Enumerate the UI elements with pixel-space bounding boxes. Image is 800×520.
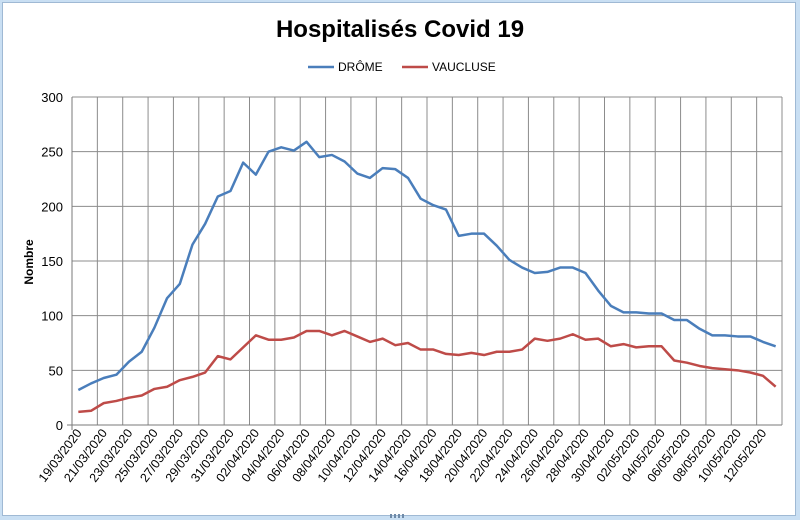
y-tick-label: 50 [49,363,63,378]
chart-title: Hospitalisés Covid 19 [276,16,524,43]
legend-item: DRÔME [308,59,383,74]
y-tick-label: 150 [41,254,63,269]
series-line-vaucluse [78,329,777,414]
legend-label: VAUCLUSE [432,60,496,74]
y-tick-label: 0 [56,418,63,433]
y-tick-label: 300 [41,90,63,105]
y-axis-ticks: 0 50 100 150 200 250 300 [41,90,63,433]
legend-label: DRÔME [338,59,383,74]
y-tick-label: 250 [41,145,63,160]
resize-grip[interactable] [390,514,404,518]
x-axis-ticks: 19/03/202021/03/202023/03/202025/03/2020… [36,426,770,484]
legend-item: VAUCLUSE [402,60,496,74]
series-lines [77,140,777,414]
series-line-drôme [77,140,777,392]
y-tick-label: 100 [41,309,63,324]
y-axis-label: Nombre [22,239,36,285]
grid-lines [67,96,783,430]
legend: DRÔME VAUCLUSE [308,59,496,74]
y-tick-label: 200 [41,199,63,214]
